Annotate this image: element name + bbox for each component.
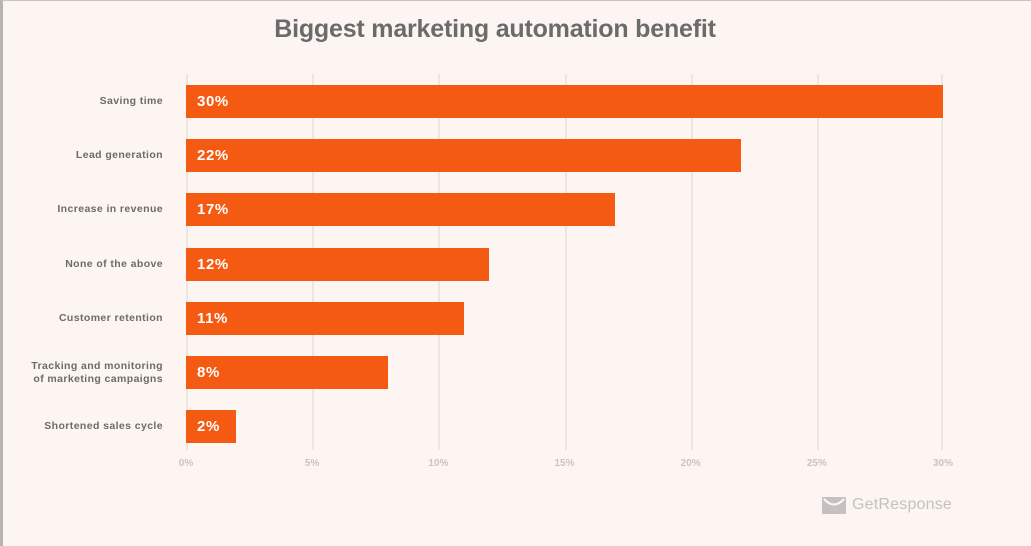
category-label: Saving time xyxy=(100,95,163,108)
x-tick-label: 25% xyxy=(806,458,827,469)
brand-logo: GetResponse xyxy=(822,496,952,514)
x-tick-label: 5% xyxy=(304,458,320,469)
category-label: Increase in revenue xyxy=(57,203,163,216)
bar: 17% xyxy=(186,193,615,226)
bar-value-label: 17% xyxy=(197,201,229,218)
chart-title: Biggest marketing automation benefit xyxy=(274,15,716,43)
bar: 22% xyxy=(186,139,742,172)
category-label-line: of marketing campaigns xyxy=(33,372,163,385)
bar-value-label: 8% xyxy=(197,364,220,381)
x-tick-label: 0% xyxy=(178,458,194,469)
grid-line xyxy=(690,74,693,450)
category-label-line: Customer retention xyxy=(58,312,163,324)
envelope-smile-icon xyxy=(822,496,846,514)
bar: 11% xyxy=(186,302,464,335)
bar-value-label: 11% xyxy=(197,310,228,327)
bar-value-label: 12% xyxy=(197,256,229,273)
brand-name: GetResponse xyxy=(852,496,953,513)
x-tick-label: 15% xyxy=(554,458,575,469)
grid-line xyxy=(564,74,567,450)
x-tick-label: 10% xyxy=(428,458,449,469)
category-label: Lead generation xyxy=(76,149,163,162)
x-tick-label: 20% xyxy=(680,458,701,469)
x-tick-label: 30% xyxy=(932,458,954,469)
category-label-line: Increase in revenue xyxy=(57,203,163,215)
bar-value-label: 22% xyxy=(197,147,229,164)
plot-area: 30% 22% 17% 12% 11% 8% 2% xyxy=(186,74,943,450)
category-label: Customer retention xyxy=(59,312,163,325)
bar: 30% xyxy=(186,85,943,118)
bar-value-label: 2% xyxy=(197,418,220,435)
category-label-line: Shortened sales cycle xyxy=(44,420,163,432)
category-label-line: Saving time xyxy=(99,95,163,107)
bar: 12% xyxy=(186,248,489,281)
category-label: Shortened sales cycle xyxy=(44,420,163,433)
category-label: None of the above xyxy=(65,258,163,271)
bar: 2% xyxy=(186,410,237,443)
category-label-line: Tracking and monitoring xyxy=(31,359,163,372)
category-label: Tracking and monitoring of marketing camp… xyxy=(31,360,163,386)
grid-line xyxy=(816,74,819,450)
category-label-line: None of the above xyxy=(65,258,163,270)
bar: 8% xyxy=(186,356,388,389)
grid-line xyxy=(941,74,943,450)
category-label-line: Lead generation xyxy=(75,149,163,161)
bar-value-label: 30% xyxy=(197,93,229,110)
